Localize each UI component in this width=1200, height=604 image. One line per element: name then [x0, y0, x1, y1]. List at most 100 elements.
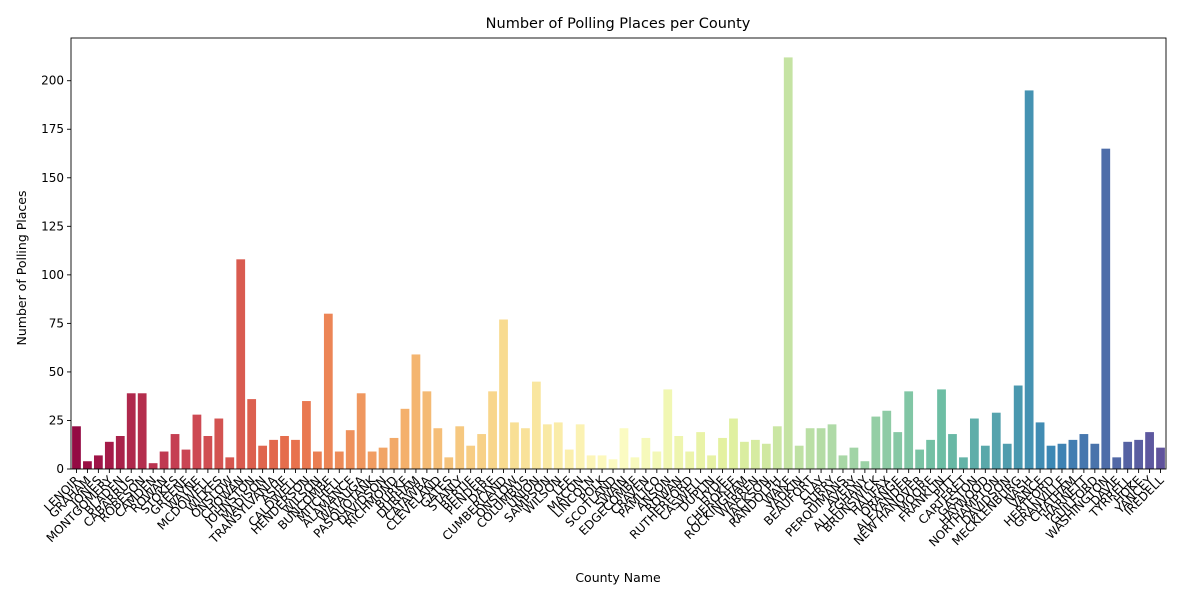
bar-camden [148, 463, 158, 469]
plot-frame [70, 37, 1167, 470]
bar-stanly [455, 426, 465, 469]
bar-stokes [170, 434, 180, 469]
y-axis: 0 25 50 75 100 125 150 175 200 [41, 74, 71, 476]
y-tick-label: 200 [41, 74, 64, 88]
bar-watauga [356, 393, 366, 469]
bar-henderson [302, 401, 311, 469]
bar-hertford [1046, 445, 1056, 469]
bar-durham [411, 354, 421, 469]
bar-polk [597, 455, 607, 469]
bar-mitchell [334, 451, 344, 469]
bar-nash [1024, 90, 1034, 470]
bar-granville [1057, 443, 1067, 469]
bar-ashe [280, 435, 289, 469]
y-tick-label: 75 [49, 316, 64, 330]
y-tick-label: 150 [41, 171, 64, 185]
bar-wilkes [214, 418, 224, 469]
bar-cabarrus [126, 393, 136, 469]
bar-bladen [115, 435, 125, 469]
bar-wilson [553, 422, 563, 469]
x-axis: LENOIRGRAHAMJONESMONTGOMERYBLADENCABARRU… [41, 469, 1167, 549]
bar-burke [400, 408, 410, 469]
bar-jackson [761, 443, 771, 469]
bar-vance [1035, 422, 1045, 469]
bar-mcdowell [203, 435, 213, 469]
bar-surry [827, 424, 837, 469]
bar-warren [750, 439, 760, 469]
bar-hoke [1134, 439, 1144, 469]
bar-pasquotank [367, 451, 377, 469]
bar-duplin [707, 455, 716, 469]
bar-lee [564, 449, 574, 469]
bar-moore [926, 439, 935, 469]
bar-onslow [510, 422, 519, 469]
bar-avery [849, 447, 859, 469]
bar-catawba [422, 391, 432, 469]
bar-rowan [159, 451, 169, 469]
bar-brunswick [871, 416, 881, 469]
bar-edgecombe [630, 457, 640, 469]
bar-wayne [192, 414, 202, 469]
bar-union [531, 381, 541, 469]
bar-haywood [980, 445, 990, 469]
bar-montgomery [104, 441, 114, 469]
y-tick-label: 50 [49, 365, 64, 379]
bar-lincoln [586, 455, 596, 469]
bar-columbus [521, 428, 530, 469]
bar-wake [783, 57, 793, 469]
bar-bertie [466, 445, 476, 469]
bar-anson [663, 389, 673, 469]
chart-title: Number of Polling Places per County [486, 16, 751, 32]
bar-cleveland [433, 428, 443, 469]
bar-davidson [1002, 443, 1012, 469]
bar-pitt [948, 434, 957, 469]
bar-jones [93, 455, 103, 469]
bar-onslow [225, 457, 235, 469]
bar-rutherford [685, 451, 695, 469]
bar-richmond [389, 437, 399, 469]
bar-halifax [882, 410, 892, 469]
bar-orange [893, 432, 903, 469]
bar-gaston [969, 418, 979, 469]
bar-transylvania [269, 439, 278, 469]
bar-alleghany [860, 461, 870, 469]
bar-new-hanover [915, 449, 925, 469]
bar-tyrrell [1123, 441, 1133, 469]
bar-sampson [542, 424, 552, 469]
y-tick-label: 100 [41, 268, 64, 282]
bar-caswell [696, 432, 706, 469]
bar-davidson [378, 447, 388, 469]
bar-macon [575, 424, 585, 469]
bar-gates [444, 457, 454, 469]
bar-lenoir [72, 426, 81, 469]
y-tick-label: 125 [41, 219, 64, 233]
bar-chatham [1068, 439, 1078, 469]
bar-randolph [772, 426, 782, 469]
bar-franklin [937, 389, 946, 469]
bar-yadkin [794, 445, 804, 469]
bar-wilson [312, 451, 322, 469]
bar-pamlico [652, 451, 662, 469]
bar-chowan [236, 259, 246, 469]
bar-alamance [345, 430, 355, 469]
bar-scotland [608, 459, 618, 469]
bar-beaufort [805, 428, 815, 469]
bar-clay [816, 428, 826, 469]
bar-swain [619, 428, 629, 469]
y-tick-label: 175 [41, 122, 64, 136]
bar-madison [258, 445, 268, 469]
y-axis-label: Number of Polling Places [14, 191, 29, 346]
bar-cherokee [729, 418, 738, 469]
x-axis-label: County Name [575, 570, 661, 585]
bar-buncombe [323, 313, 333, 469]
bar-graham [83, 461, 92, 469]
bar-guilford [1090, 443, 1100, 469]
bar-washington [1101, 148, 1111, 469]
bar-yancey [1145, 432, 1154, 469]
bars-group [72, 57, 1165, 470]
bar-mecklenburg [1013, 385, 1023, 469]
bar-northampton [991, 412, 1001, 469]
y-tick-label: 0 [56, 462, 64, 476]
